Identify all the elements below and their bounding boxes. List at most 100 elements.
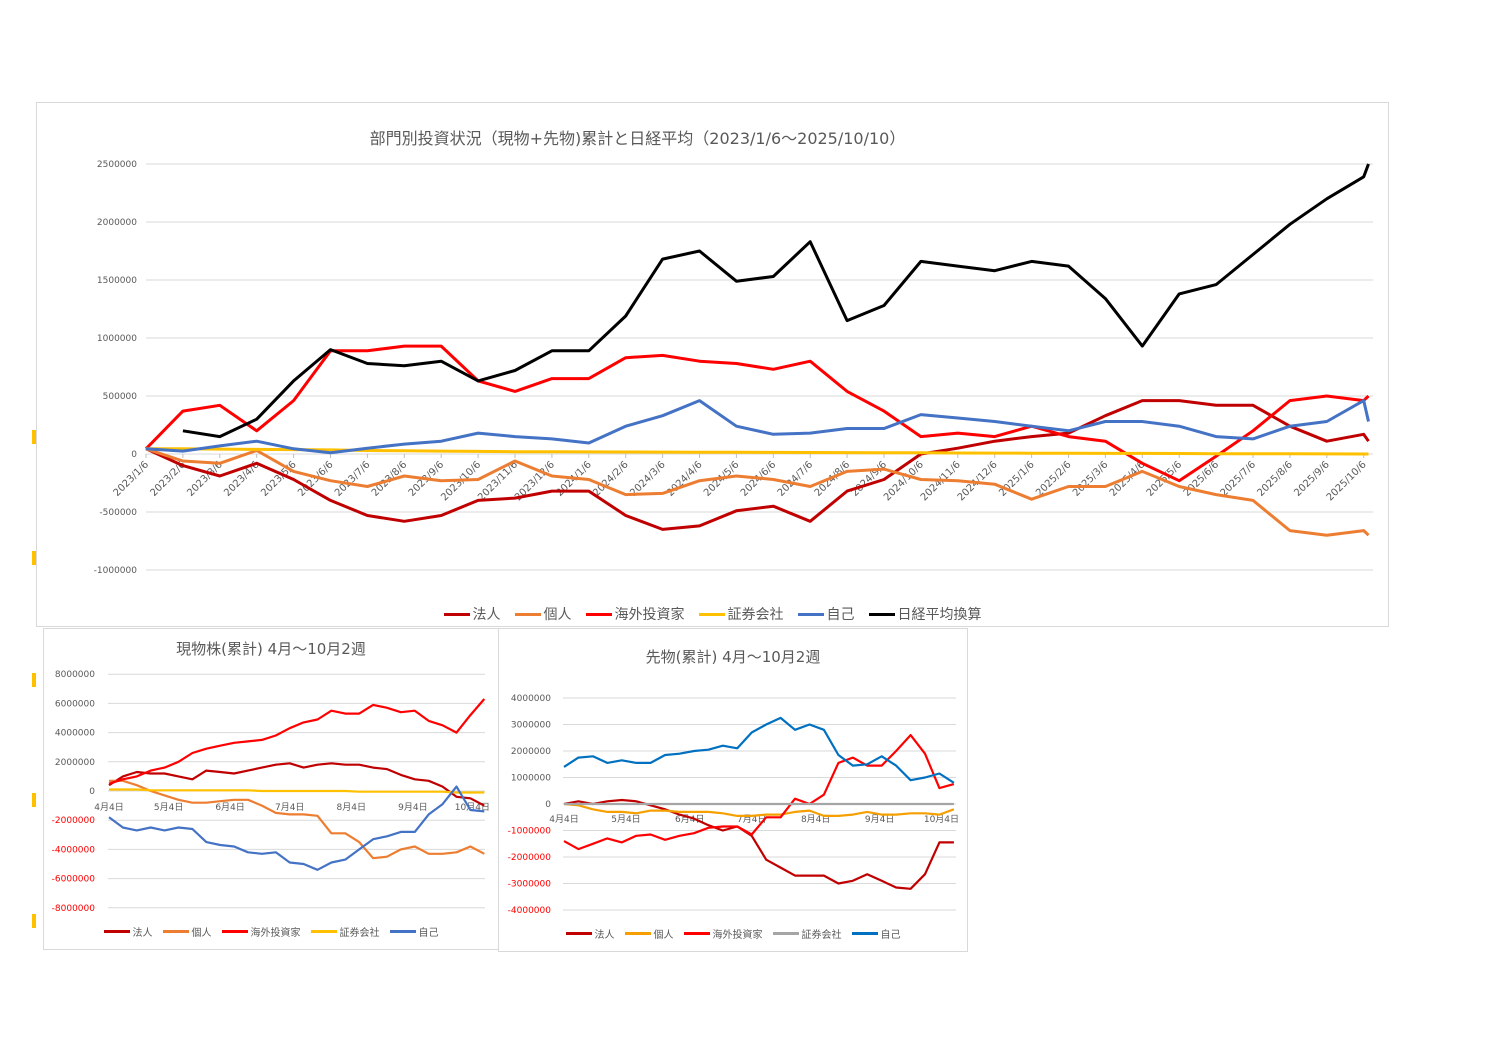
x-tick-label: 2025/10/6	[1325, 459, 1369, 503]
legend-item: 個人	[162, 924, 212, 939]
y-tick-label: -1000000	[508, 827, 552, 837]
x-tick-label: 4月4日	[549, 814, 578, 825]
futures-chart-plot: 4000000 3000000 2000000 1000000 0 -1000000 -20…	[508, 694, 959, 916]
y-tick-label: 1500000	[97, 276, 137, 286]
legend-label: 海外投資家	[250, 928, 301, 939]
legend-swatch	[624, 932, 651, 935]
x-tick-label: 5月4日	[154, 802, 183, 813]
y-tick-label: 0	[89, 787, 95, 797]
margin-marker	[32, 430, 36, 444]
futures-chart: 4000000 3000000 2000000 1000000 0 -1000000 -20…	[498, 628, 968, 952]
x-tick-label: 10月4日	[455, 802, 490, 813]
legend-item: 個人	[624, 926, 674, 941]
series-line-0	[108, 762, 485, 807]
spot-stock-chart: 8000000 6000000 4000000 2000000 0 -2000000 -40…	[43, 628, 499, 950]
y-tick-label: 4000000	[511, 694, 551, 704]
series-line-2	[563, 734, 955, 851]
legend-label: 個人	[191, 928, 212, 939]
x-tick-label: 8月4日	[801, 814, 830, 825]
legend-label: 自己	[418, 928, 439, 939]
legend-label: 証券会社	[339, 928, 380, 939]
legend-item: 海外投資家	[221, 924, 301, 939]
y-tick-label: 0	[131, 450, 137, 460]
x-tick-label: 2023/1/6	[112, 459, 152, 499]
chart-title: 部門別投資状況（現物+先物)累計と日経平均（2023/1/6～2025/10/1…	[369, 129, 906, 148]
x-tick-label: 4月4日	[94, 802, 123, 813]
chart-legend: 法人 個人 海外投資家 証券会社 自己	[44, 924, 498, 939]
series-line-5	[182, 163, 1370, 439]
y-tick-label: 4000000	[55, 729, 95, 739]
legend-swatch	[162, 930, 189, 933]
x-tick-label: 7月4日	[737, 814, 766, 825]
chart-legend: 法人 個人 海外投資家 証券会社 自己	[499, 926, 967, 941]
y-tick-label: 6000000	[55, 699, 95, 709]
x-tick-label: 10月4日	[924, 814, 959, 825]
x-tick-label: 2023/4/6	[222, 459, 262, 499]
x-tick-label: 2023/7/6	[333, 459, 373, 499]
legend-label: 証券会社	[801, 930, 842, 941]
y-tick-label: -500000	[99, 508, 137, 518]
y-tick-label: -1000000	[94, 566, 138, 576]
legend-item: 証券会社	[772, 926, 842, 941]
legend-label: 海外投資家	[614, 607, 685, 623]
legend-item: 自己	[389, 924, 439, 939]
main-cumulative-chart: 2500000 2000000 1500000 1000000 500000 0 -5000…	[36, 102, 1389, 627]
y-tick-label: -6000000	[52, 875, 96, 885]
y-tick-label: 3000000	[511, 721, 551, 731]
legend-label: 日経平均換算	[897, 607, 982, 623]
legend-label: 個人	[653, 930, 674, 941]
x-tick-label: 2025/8/6	[1255, 459, 1295, 499]
x-tick-label: 6月4日	[675, 814, 704, 825]
x-tick-label: 2024/7/6	[776, 459, 816, 499]
y-tick-label: 2000000	[511, 747, 551, 757]
legend-item: 法人	[443, 604, 501, 624]
legend-swatch	[772, 932, 799, 935]
legend-item: 法人	[565, 926, 615, 941]
chart-title: 先物(累計) 4月～10月2週	[645, 648, 821, 666]
y-tick-label: 2000000	[55, 758, 95, 768]
series-line-3	[109, 788, 485, 794]
legend-item: 自己	[851, 926, 901, 941]
series-line-1	[145, 447, 1370, 537]
y-tick-label: 500000	[103, 392, 138, 402]
x-tick-label: 9月4日	[398, 802, 427, 813]
series-line-4	[145, 399, 1370, 455]
x-tick-label: 2023/3/6	[185, 459, 225, 499]
legend-swatch	[797, 612, 824, 616]
spot-chart-plot: 8000000 6000000 4000000 2000000 0 -2000000 -40…	[52, 670, 490, 914]
x-tick-label: 2025/3/6	[1071, 459, 1111, 499]
legend-swatch	[514, 612, 541, 616]
y-tick-label: 0	[545, 800, 551, 810]
y-tick-label: -4000000	[52, 845, 96, 855]
series-line-0	[563, 798, 954, 890]
legend-label: 法人	[472, 607, 501, 623]
y-tick-label: 2000000	[97, 218, 137, 228]
y-tick-label: 8000000	[55, 670, 95, 680]
legend-swatch	[443, 612, 470, 616]
legend-label: 個人	[543, 607, 572, 623]
x-tick-label: 2025/9/6	[1292, 459, 1332, 499]
series-line-2	[108, 698, 486, 785]
series-line-2	[144, 344, 1370, 483]
chart-title: 現物株(累計) 4月～10月2週	[176, 640, 366, 658]
series-line-0	[145, 399, 1370, 531]
margin-marker	[32, 551, 36, 565]
legend-item: 日経平均換算	[868, 604, 982, 624]
legend-swatch	[310, 930, 337, 933]
legend-swatch	[683, 932, 710, 935]
main-chart-plot: 2500000 2000000 1500000 1000000 500000 0 -5000…	[94, 160, 1373, 576]
legend-label: 海外投資家	[712, 930, 763, 941]
x-tick-label: 7月4日	[275, 802, 304, 813]
legend-item: 証券会社	[698, 604, 784, 624]
chart-legend: 法人 個人 海外投資家 証券会社 自己 日経平均換算	[37, 604, 1388, 624]
y-tick-label: 2500000	[97, 160, 137, 170]
y-tick-label: -3000000	[508, 880, 552, 890]
legend-swatch	[851, 932, 878, 935]
y-tick-label: 1000000	[511, 774, 551, 784]
legend-item: 自己	[797, 604, 855, 624]
series-line-1	[109, 779, 485, 860]
legend-swatch	[585, 612, 612, 616]
x-tick-label: 2025/4/6	[1108, 459, 1148, 499]
series-line-4	[563, 716, 955, 784]
legend-swatch	[389, 930, 416, 933]
